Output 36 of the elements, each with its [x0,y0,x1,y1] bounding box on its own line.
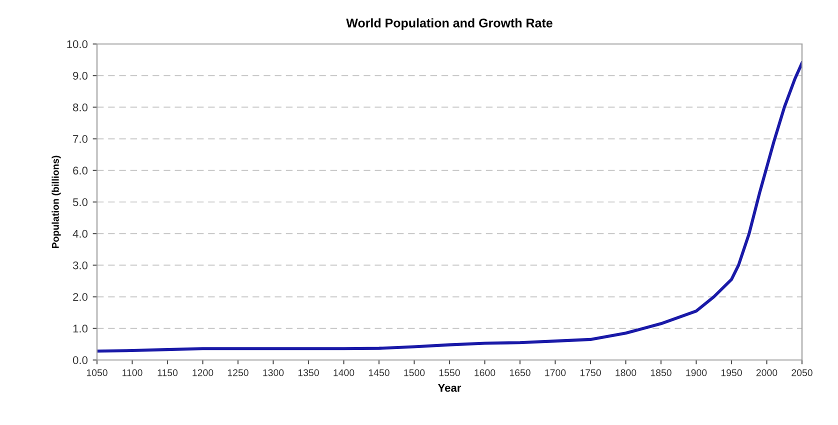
y-tick-label: 10.0 [67,40,88,48]
x-tick-label: 1200 [192,369,214,376]
y-tick-label: 3.0 [72,261,88,270]
y-tick-label: 2.0 [73,293,88,301]
x-tick-label: 2050 [792,369,812,376]
x-tick-label: 1100 [122,369,142,376]
y-tick-label: 7.0 [73,135,88,143]
y-tick-label: 6.0 [73,166,88,175]
x-tick-label: 1600 [474,369,496,376]
x-tick-label: 1050 [86,369,108,376]
x-tick-label: 1400 [334,369,354,376]
x-tick-label: 1850 [650,369,672,376]
y-tick-label: 5.0 [72,198,88,206]
x-tick-label: 1450 [368,369,390,376]
x-tick-label: 1950 [721,369,742,376]
x-tick-label: 1250 [228,369,248,376]
y-axis-title: Population (billions) [52,156,61,248]
line-series [97,61,802,353]
x-tick-label: 1650 [510,369,530,376]
x-tick-label: 1500 [404,369,425,376]
x-tick-label: 1350 [298,369,319,376]
x-tick-label: 1900 [686,369,707,376]
x-tick-label: 1700 [545,369,566,376]
x-tick-label: 1550 [439,369,460,376]
x-tick-label: 1300 [263,369,284,376]
x-tick-label: 1750 [580,369,601,376]
y-tick-label: 8.0 [73,103,88,112]
y-tick-label: 9.0 [73,72,88,80]
x-axis-title: Year [438,384,462,392]
y-tick-label: 4.0 [72,230,88,238]
chart-title: World Population and Growth Rate [346,18,552,30]
x-tick-label: 2000 [756,369,778,376]
x-tick-label: 1800 [616,369,636,376]
y-tick-label: 0.0 [72,356,88,364]
y-tick-label: 1.0 [73,324,88,333]
x-tick-label: 1150 [158,369,178,376]
